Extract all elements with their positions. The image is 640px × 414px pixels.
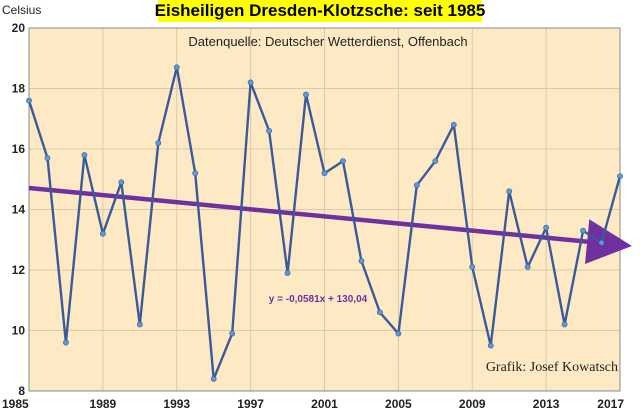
x-tick-label: 1989 <box>90 397 117 411</box>
x-tick-label: 2009 <box>459 397 486 411</box>
data-point <box>210 375 217 382</box>
data-point <box>598 239 605 246</box>
data-point <box>413 182 420 189</box>
y-tick-label: 8 <box>18 384 25 398</box>
x-tick-label: 2005 <box>385 397 412 411</box>
data-point <box>617 173 623 180</box>
y-tick-label: 12 <box>12 263 26 277</box>
y-tick-label: 10 <box>12 324 26 338</box>
x-tick-label: 1997 <box>237 397 264 411</box>
y-axis-unit-label: Celsius <box>2 3 41 17</box>
data-point <box>118 179 125 186</box>
data-point <box>266 127 272 134</box>
data-point <box>303 91 309 98</box>
data-point <box>155 140 162 146</box>
plot-frame <box>28 27 621 392</box>
x-tick-label: 2017 <box>597 397 624 411</box>
data-point <box>469 264 476 270</box>
chart-title: Eisheiligen Dresden-Klotzsche: seit 1985 <box>155 1 486 20</box>
data-point <box>44 155 51 161</box>
axes: 8 10 12 14 16 18 20 1985 1989 1993 1997 2001 2005 200… <box>2 21 624 411</box>
data-point <box>99 230 106 237</box>
data-point <box>192 170 199 177</box>
data-point <box>543 224 550 231</box>
data-point <box>340 158 346 164</box>
x-tick-label: 2013 <box>533 397 560 411</box>
y-tick-label: 16 <box>12 142 26 156</box>
title-background <box>158 0 482 22</box>
data-point <box>524 264 531 270</box>
x-tick-label: 2001 <box>311 397 338 411</box>
trend-layer <box>28 185 632 265</box>
series-layer <box>26 64 623 382</box>
data-point <box>358 258 365 264</box>
data-point <box>487 342 494 349</box>
data-point <box>247 79 254 86</box>
trendline-equation: y = -0,0581x + 130,04 <box>269 294 368 305</box>
x-tick-label: 1985 <box>2 397 29 411</box>
data-point <box>63 339 69 346</box>
data-point <box>395 330 402 337</box>
y-tick-label: 14 <box>12 203 26 217</box>
trendline-arrow <box>28 185 632 265</box>
data-point <box>432 158 439 164</box>
data-point <box>284 270 291 276</box>
data-point <box>561 321 568 328</box>
data-point <box>229 330 236 337</box>
y-tick-label: 18 <box>12 82 26 96</box>
data-point <box>173 64 180 71</box>
data-point <box>26 97 32 104</box>
data-point <box>377 309 383 316</box>
data-point <box>136 321 143 328</box>
y-tick-label: 20 <box>12 21 26 35</box>
data-point <box>321 170 328 177</box>
data-point <box>81 152 88 158</box>
chart-subtitle: Datenquelle: Deutscher Wetterdienst, Off… <box>188 34 467 49</box>
data-point <box>450 121 457 128</box>
data-point <box>580 227 586 234</box>
chart-credit: Grafik: Josef Kowatsch <box>486 360 618 375</box>
x-tick-label: 1993 <box>163 397 190 411</box>
data-point <box>506 188 513 195</box>
